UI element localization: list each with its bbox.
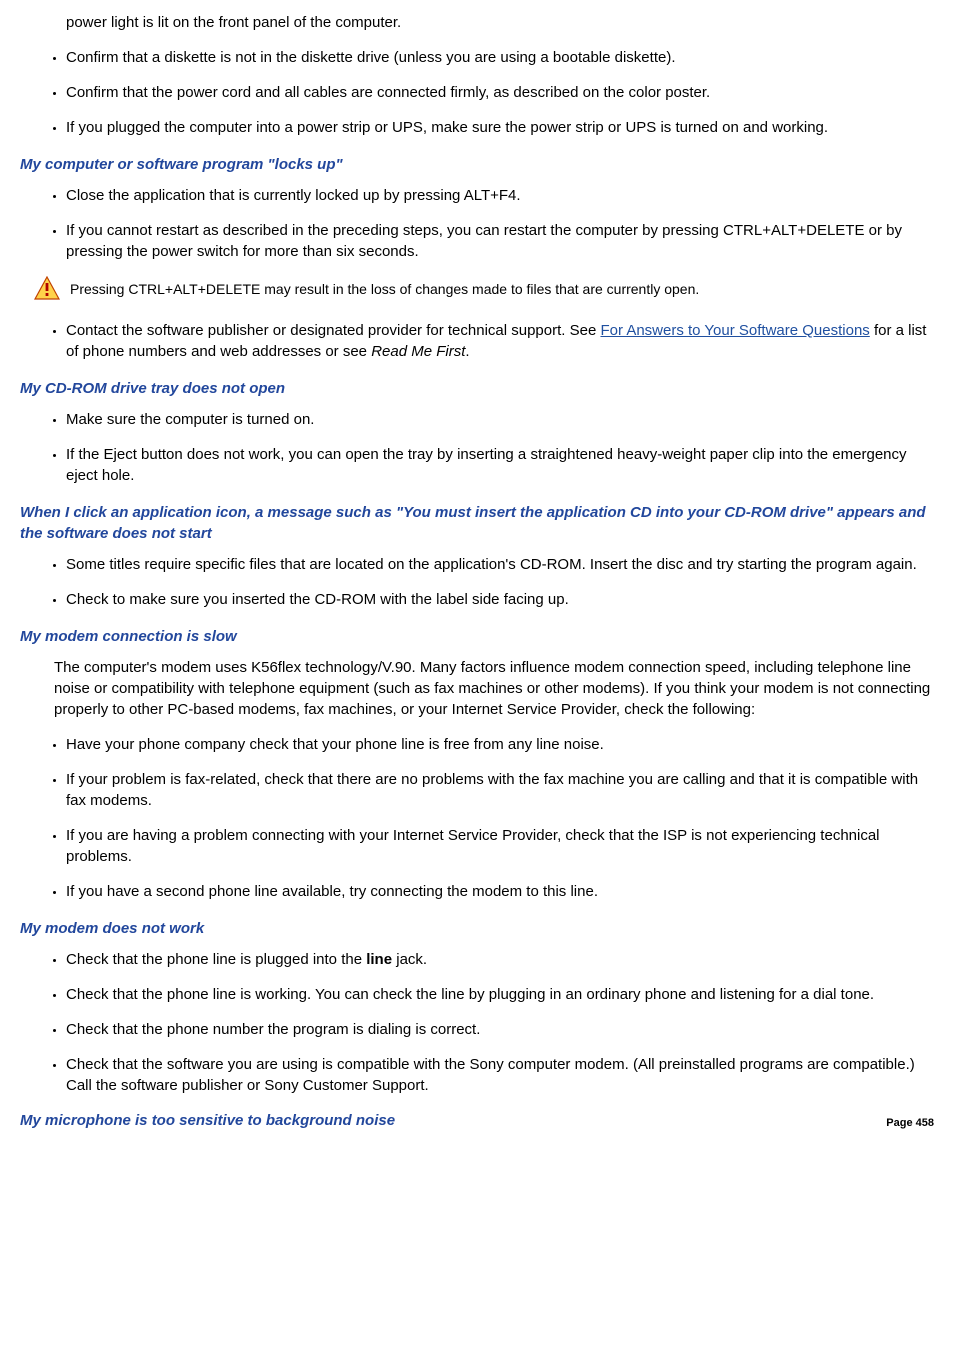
heading-microphone: My microphone is too sensitive to backgr…	[20, 1110, 395, 1131]
locksup-list-a: Close the application that is currently …	[20, 185, 934, 262]
appicon-list: Some titles require specific files that …	[20, 554, 934, 610]
list-item: Some titles require specific files that …	[66, 554, 934, 575]
warning-icon	[34, 276, 60, 306]
list-item: Check that the phone line is working. Yo…	[66, 984, 934, 1005]
list-item: Check to make sure you inserted the CD-R…	[66, 589, 934, 610]
modem-slow-paragraph: The computer's modem uses K56flex techno…	[54, 657, 934, 720]
modemslow-list: Have your phone company check that your …	[20, 734, 934, 902]
list-item: Check that the phone number the program …	[66, 1019, 934, 1040]
list-item: If you have a second phone line availabl…	[66, 881, 934, 902]
orphan-continuation-line: power light is lit on the front panel of…	[66, 12, 934, 33]
locksup-list-b: Contact the software publisher or design…	[20, 320, 934, 362]
list-item: Check that the software you are using is…	[66, 1054, 934, 1096]
read-me-first-ref: Read Me First	[371, 343, 465, 360]
heading-locks-up: My computer or software program "locks u…	[20, 154, 934, 175]
contact-publisher-pre: Contact the software publisher or design…	[66, 322, 600, 339]
heading-modem-slow: My modem connection is slow	[20, 626, 934, 647]
list-item: Make sure the computer is turned on.	[66, 409, 934, 430]
for-answers-link[interactable]: For Answers to Your Software Questions	[600, 322, 869, 339]
list-item: If you are having a problem connecting w…	[66, 825, 934, 867]
warning-text: Pressing CTRL+ALT+DELETE may result in t…	[70, 276, 699, 300]
contact-publisher-post: .	[465, 343, 469, 360]
modemnw-list: Check that the phone line is plugged int…	[20, 949, 934, 1096]
cdrom-list: Make sure the computer is turned on. If …	[20, 409, 934, 486]
list-item: Check that the phone line is plugged int…	[66, 949, 934, 970]
list-item: Have your phone company check that your …	[66, 734, 934, 755]
page-number: Page 458	[886, 1116, 934, 1131]
list-item: Confirm that a diskette is not in the di…	[66, 47, 934, 68]
heading-cdrom-tray: My CD-ROM drive tray does not open	[20, 378, 934, 399]
heading-app-icon-message: When I click an application icon, a mess…	[20, 502, 934, 544]
list-item: If you plugged the computer into a power…	[66, 117, 934, 138]
heading-modem-not-work: My modem does not work	[20, 918, 934, 939]
list-item: Contact the software publisher or design…	[66, 320, 934, 362]
list-item: If the Eject button does not work, you c…	[66, 444, 934, 486]
modemnw-i0-bold: line	[366, 951, 392, 968]
list-item: If your problem is fax-related, check th…	[66, 769, 934, 811]
modemnw-i0-post: jack.	[392, 951, 427, 968]
warning-note: Pressing CTRL+ALT+DELETE may result in t…	[20, 276, 934, 306]
list-item: Confirm that the power cord and all cabl…	[66, 82, 934, 103]
modemnw-i0-pre: Check that the phone line is plugged int…	[66, 951, 366, 968]
list-item: If you cannot restart as described in th…	[66, 220, 934, 262]
power-trouble-list: Confirm that a diskette is not in the di…	[20, 47, 934, 138]
list-item: Close the application that is currently …	[66, 185, 934, 206]
